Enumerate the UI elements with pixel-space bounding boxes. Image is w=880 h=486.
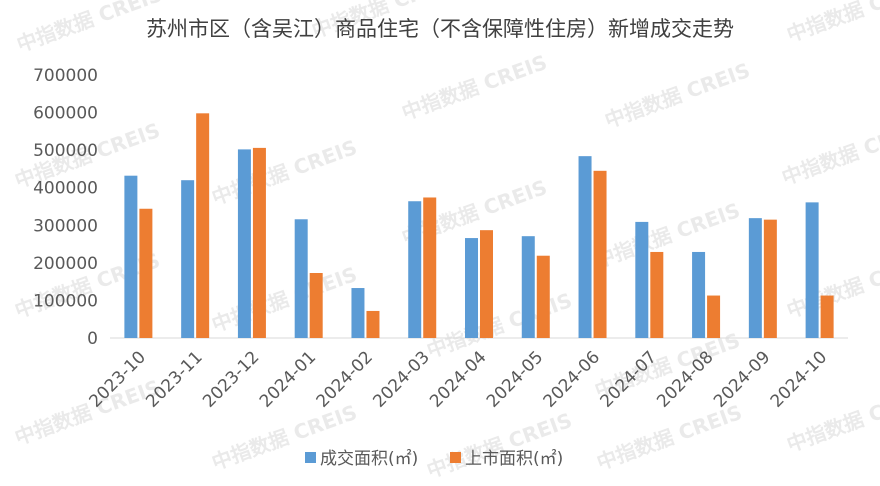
- y-tick-label: 300000: [33, 216, 98, 236]
- bar-deal-area-2024-06: [578, 156, 592, 338]
- watermark-text: 中指数据 CREIS: [209, 262, 361, 337]
- bar-deal-area-2023-12: [237, 149, 251, 338]
- bar-deal-area-2023-10: [124, 175, 138, 338]
- legend-label: 上市面积(㎡): [465, 449, 563, 469]
- bar-listed-area-2023-12: [252, 147, 266, 338]
- bar-listed-area-2023-11: [196, 113, 210, 338]
- bar-listed-area-2023-10: [139, 208, 153, 338]
- watermark-text: 中指数据 CREIS: [592, 198, 744, 273]
- y-tick-label: 500000: [33, 141, 98, 161]
- x-tick-label: 2024-03: [369, 347, 433, 411]
- bar-deal-area-2024-07: [635, 221, 649, 338]
- bar-deal-area-2024-04: [465, 238, 478, 338]
- legend-swatch: [305, 452, 316, 463]
- bar-listed-area-2024-07: [650, 251, 664, 338]
- bar-listed-area-2024-06: [593, 170, 607, 338]
- y-tick-label: 700000: [33, 66, 98, 86]
- bar-deal-area-2023-11: [181, 180, 195, 338]
- bar-listed-area-2024-01: [309, 273, 323, 338]
- bars: [124, 113, 834, 338]
- bar-listed-area-2024-09: [763, 219, 777, 338]
- x-tick-label: 2023-12: [199, 347, 263, 411]
- bar-listed-area-2024-04: [480, 230, 493, 338]
- bar-deal-area-2024-10: [805, 202, 819, 338]
- y-tick-label: 400000: [33, 179, 98, 199]
- watermark-text: 中指数据 CREIS: [784, 0, 880, 47]
- watermark-text: 中指数据 CREIS: [602, 58, 754, 133]
- chart-title: 苏州市区（含吴江）商品住宅（不含保障性住房）新增成交走势: [146, 17, 734, 41]
- bar-deal-area-2024-08: [692, 251, 706, 338]
- bar-deal-area-2024-01: [294, 219, 308, 338]
- legend-label: 成交面积(㎡): [320, 449, 418, 469]
- x-tick-label: 2024-05: [483, 347, 547, 411]
- watermark-text: 中指数据 CREIS: [12, 375, 164, 450]
- y-axis: 0 100000 200000 300000 400000 500000 600000 700…: [33, 66, 98, 349]
- watermark-text: 中指数据 CREIS: [779, 115, 880, 190]
- watermark-text: 中指数据 CREIS: [424, 408, 576, 483]
- watermark-text: 中指数据 CREIS: [399, 50, 551, 125]
- bar-listed-area-2024-08: [707, 295, 721, 338]
- bar-listed-area-2024-02: [366, 310, 380, 338]
- y-tick-label: 600000: [33, 104, 98, 124]
- bar-deal-area-2024-03: [408, 201, 422, 338]
- x-tick-label: 2024-10: [767, 347, 831, 411]
- y-tick-label: 0: [87, 329, 98, 349]
- bar-deal-area-2024-05: [521, 236, 535, 338]
- x-tick-label: 2024-01: [256, 347, 320, 411]
- legend: 成交面积(㎡) 上市面积(㎡): [305, 449, 563, 469]
- bar-listed-area-2024-05: [536, 255, 550, 338]
- legend-swatch: [450, 452, 461, 463]
- bar-deal-area-2024-09: [748, 218, 762, 338]
- y-tick-label: 100000: [33, 291, 98, 311]
- bar-listed-area-2024-10: [820, 295, 834, 338]
- bar-deal-area-2024-02: [351, 288, 365, 338]
- watermark-text: 中指数据 CREIS: [424, 288, 576, 363]
- watermark-text: 中指数据 CREIS: [14, 0, 166, 57]
- bar-listed-area-2024-03: [423, 197, 437, 338]
- watermark-text: 中指数据 CREIS: [209, 135, 361, 210]
- y-tick-label: 200000: [33, 254, 98, 274]
